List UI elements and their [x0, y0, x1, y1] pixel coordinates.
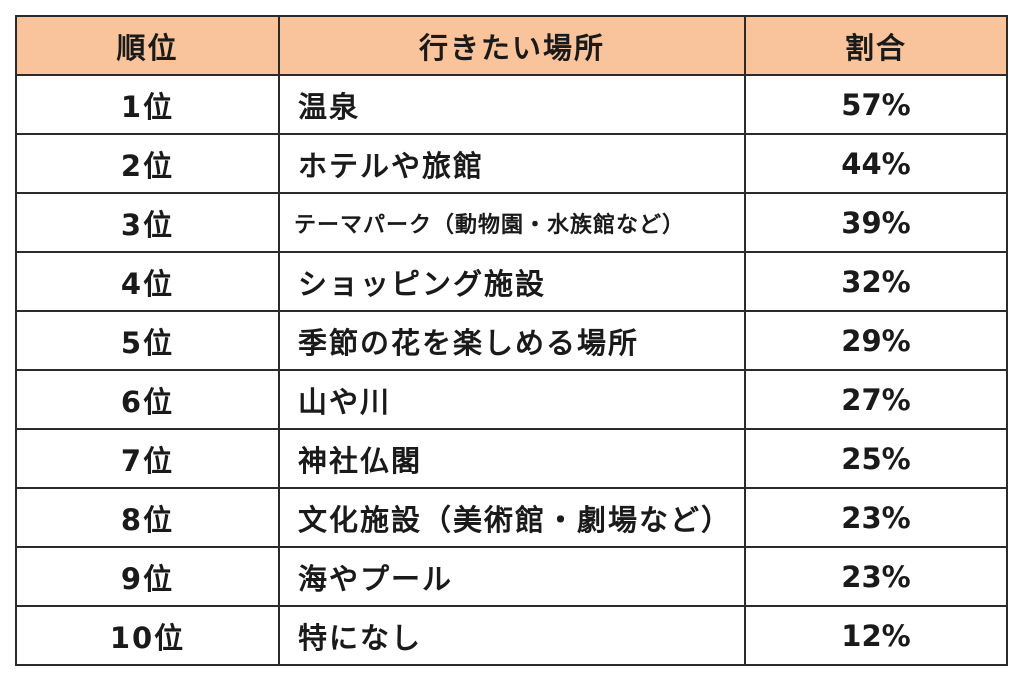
rank-cell: 10位	[15, 605, 280, 666]
ratio-cell: 39%	[744, 192, 1008, 253]
table-row: 8位 文化施設（美術館・劇場など） 23%	[15, 487, 1008, 548]
place-cell: テーマパーク（動物園・水族館など）	[278, 192, 746, 253]
place-cell: 季節の花を楽しめる場所	[278, 310, 746, 371]
table-row: 7位 神社仏閣 25%	[15, 428, 1008, 489]
table-row: 5位 季節の花を楽しめる場所 29%	[15, 310, 1008, 371]
place-cell: ショッピング施設	[278, 251, 746, 312]
ratio-cell: 44%	[744, 133, 1008, 194]
table-row: 1位 温泉 57%	[15, 74, 1008, 135]
rank-cell: 2位	[15, 133, 280, 194]
rank-cell: 8位	[15, 487, 280, 548]
header-row: 順位 行きたい場所 割合	[15, 15, 1008, 76]
place-cell: 神社仏閣	[278, 428, 746, 489]
table-row: 6位 山や川 27%	[15, 369, 1008, 430]
rank-cell: 9位	[15, 546, 280, 607]
rank-cell: 4位	[15, 251, 280, 312]
ratio-cell: 23%	[744, 546, 1008, 607]
table-row: 4位 ショッピング施設 32%	[15, 251, 1008, 312]
rank-cell: 6位	[15, 369, 280, 430]
place-cell: ホテルや旅館	[278, 133, 746, 194]
ranking-table: 順位 行きたい場所 割合 1位 温泉 57% 2位 ホテルや旅館 44% 3位 …	[15, 15, 1008, 666]
place-cell: 特になし	[278, 605, 746, 666]
ratio-cell: 29%	[744, 310, 1008, 371]
rank-cell: 5位	[15, 310, 280, 371]
place-cell: 温泉	[278, 74, 746, 135]
ratio-cell: 27%	[744, 369, 1008, 430]
table-row: 10位 特になし 12%	[15, 605, 1008, 666]
ratio-cell: 25%	[744, 428, 1008, 489]
table-row: 9位 海やプール 23%	[15, 546, 1008, 607]
place-cell: 山や川	[278, 369, 746, 430]
table-row: 2位 ホテルや旅館 44%	[15, 133, 1008, 194]
header-place: 行きたい場所	[278, 15, 746, 76]
place-cell: 海やプール	[278, 546, 746, 607]
header-rank: 順位	[15, 15, 280, 76]
ratio-cell: 32%	[744, 251, 1008, 312]
rank-cell: 7位	[15, 428, 280, 489]
table-row: 3位 テーマパーク（動物園・水族館など） 39%	[15, 192, 1008, 253]
header-ratio: 割合	[744, 15, 1008, 76]
table-header: 順位 行きたい場所 割合	[15, 15, 1008, 76]
ratio-cell: 12%	[744, 605, 1008, 666]
ratio-cell: 57%	[744, 74, 1008, 135]
ratio-cell: 23%	[744, 487, 1008, 548]
table-body: 1位 温泉 57% 2位 ホテルや旅館 44% 3位 テーマパーク（動物園・水族…	[15, 74, 1008, 666]
place-cell: 文化施設（美術館・劇場など）	[278, 487, 746, 548]
rank-cell: 3位	[15, 192, 280, 253]
rank-cell: 1位	[15, 74, 280, 135]
